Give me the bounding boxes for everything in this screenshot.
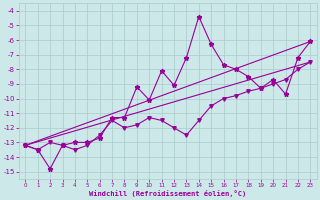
X-axis label: Windchill (Refroidissement éolien,°C): Windchill (Refroidissement éolien,°C) bbox=[89, 190, 246, 197]
